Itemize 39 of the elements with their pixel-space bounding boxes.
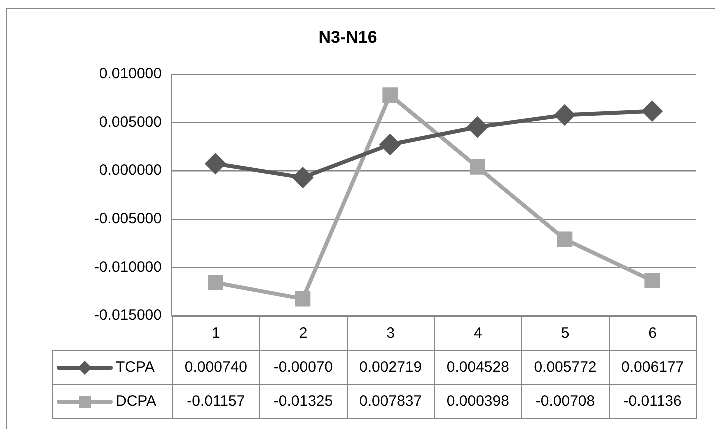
data-label: -0.01136 <box>624 393 682 410</box>
point <box>206 154 226 174</box>
data-label: 0.004528 <box>446 359 510 376</box>
y-tick-label: -0.015000 <box>94 307 162 324</box>
point <box>470 160 486 175</box>
point <box>208 275 224 291</box>
point <box>468 117 488 138</box>
data-label: 0.007837 <box>360 393 422 410</box>
point <box>555 105 575 126</box>
point <box>293 168 313 188</box>
y-tick-label: 0.000000 <box>99 162 162 180</box>
chart-title: N3-N16 <box>318 28 378 47</box>
legend-label: TCPA <box>116 359 155 376</box>
x-tick-label: 6 <box>648 325 657 342</box>
data-label: 0.000398 <box>446 393 510 410</box>
y-tick-label: 0.010000 <box>99 66 162 83</box>
data-label: 0.000740 <box>184 359 248 376</box>
data-label: 0.006177 <box>622 359 684 376</box>
data-label: -0.00708 <box>536 393 596 410</box>
point <box>382 88 398 103</box>
x-tick-label: 5 <box>561 325 570 342</box>
y-tick-label: -0.005000 <box>94 210 162 228</box>
y-tick-label: 0.005000 <box>99 114 162 131</box>
x-tick-label: 4 <box>474 325 482 342</box>
point <box>295 291 311 307</box>
data-label: -0.00070 <box>274 359 334 376</box>
point <box>642 101 662 122</box>
data-label: -0.01157 <box>187 393 246 410</box>
x-tick-label: 2 <box>299 325 308 342</box>
point <box>380 134 400 155</box>
data-label: 0.005772 <box>534 359 597 376</box>
point <box>644 273 660 288</box>
x-tick-label: 3 <box>386 325 395 342</box>
point <box>557 232 573 248</box>
y-tick-label: -0.010000 <box>94 258 162 276</box>
legend-label: DCPA <box>116 393 157 410</box>
data-label: 0.002719 <box>360 359 422 376</box>
data-label: -0.01325 <box>274 393 334 410</box>
x-tick-label: 1 <box>212 325 220 342</box>
